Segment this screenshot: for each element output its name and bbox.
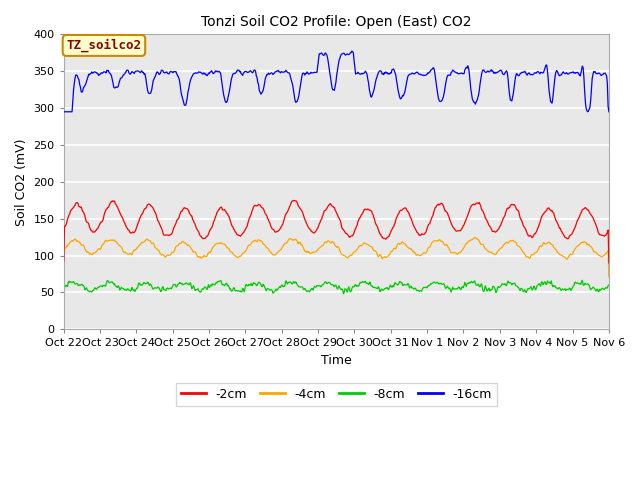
Legend: -2cm, -4cm, -8cm, -16cm: -2cm, -4cm, -8cm, -16cm xyxy=(175,383,497,406)
Text: TZ_soilco2: TZ_soilco2 xyxy=(67,39,141,52)
Title: Tonzi Soil CO2 Profile: Open (East) CO2: Tonzi Soil CO2 Profile: Open (East) CO2 xyxy=(201,15,472,29)
Y-axis label: Soil CO2 (mV): Soil CO2 (mV) xyxy=(15,138,28,226)
X-axis label: Time: Time xyxy=(321,354,351,367)
